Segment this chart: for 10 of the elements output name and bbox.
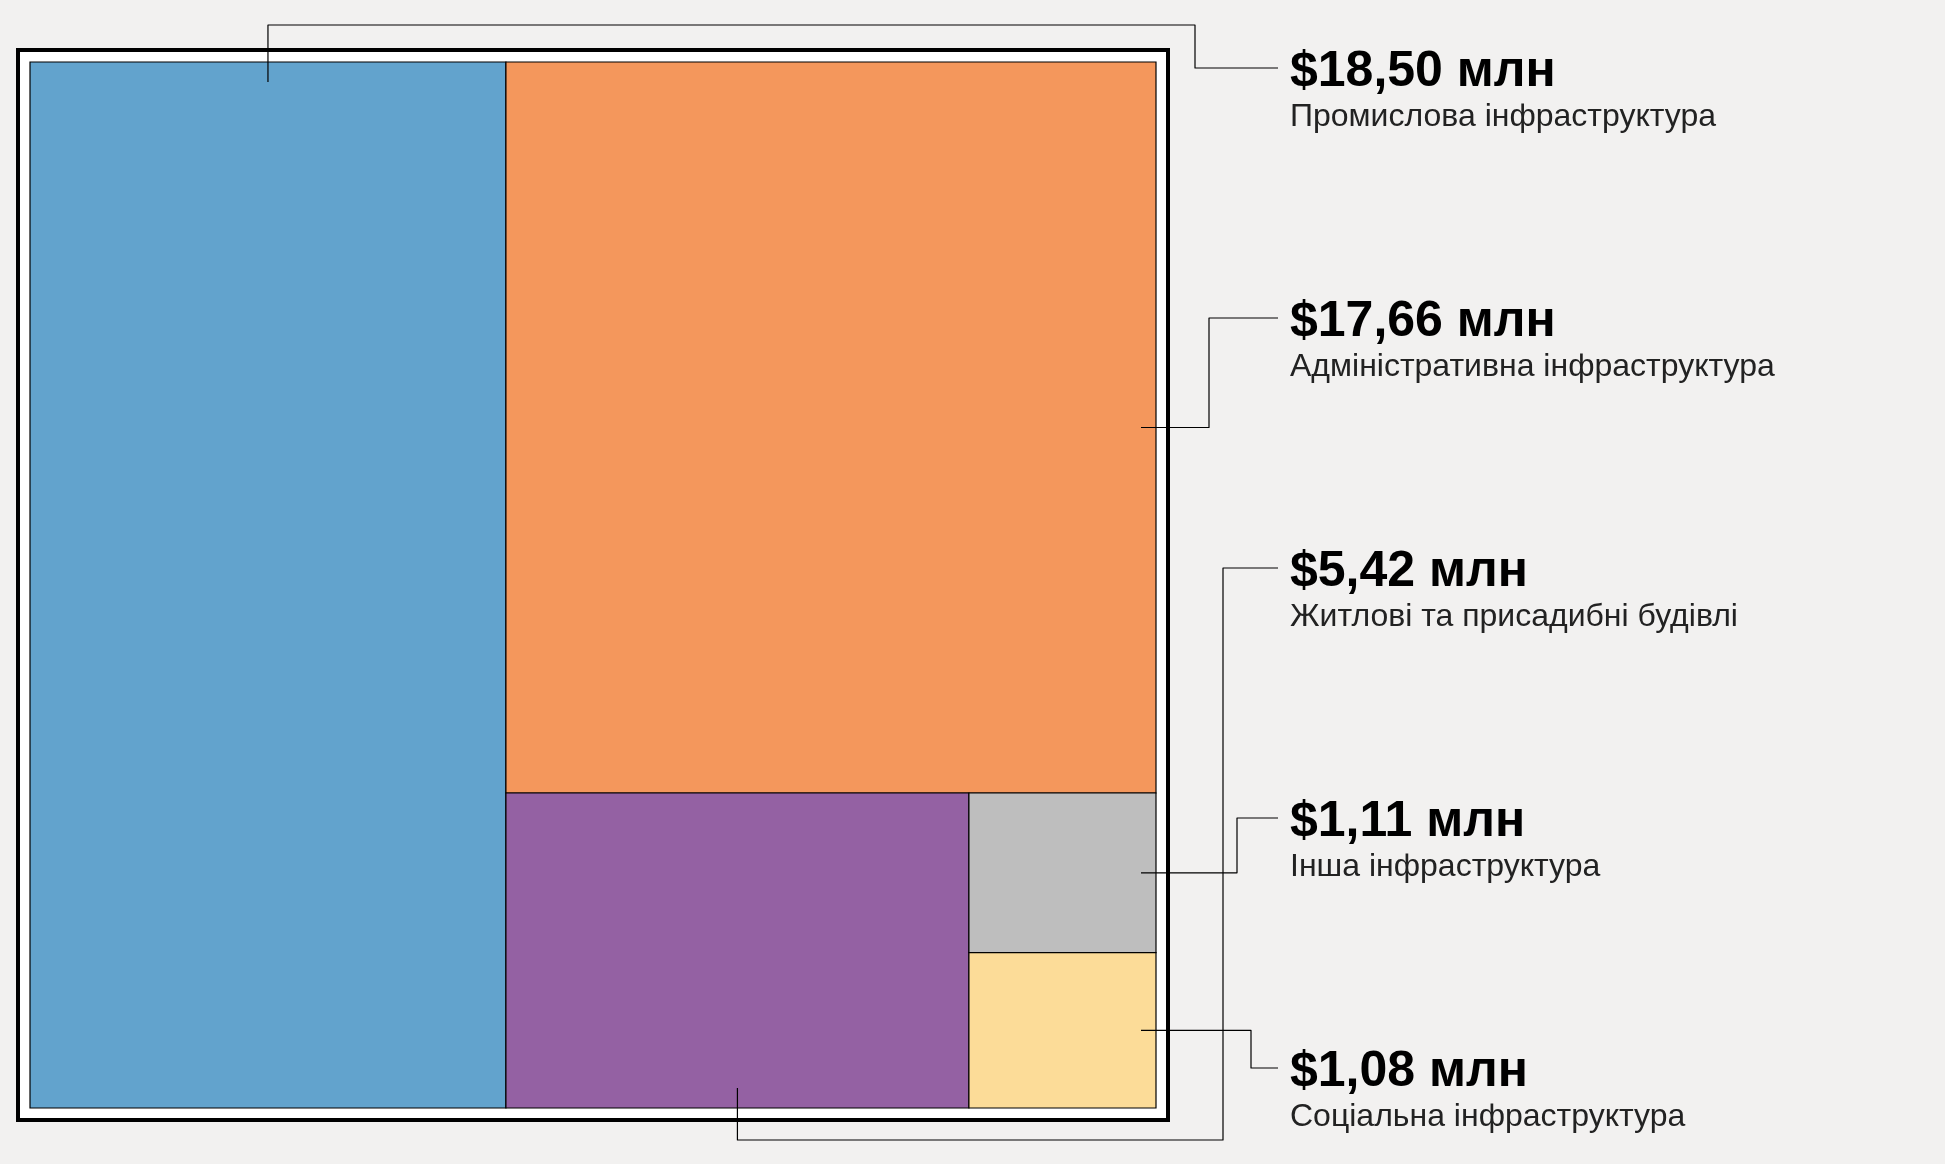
data-label: $1,11 млн xyxy=(1290,791,1526,847)
category-label: Адміністративна інфраструктура xyxy=(1290,347,1775,383)
category-label: Соціальна інфраструктура xyxy=(1290,1097,1686,1133)
data-label: $18,50 млн xyxy=(1290,41,1556,97)
data-label: $5,42 млн xyxy=(1290,541,1528,597)
data-label: $17,66 млн xyxy=(1290,291,1556,347)
data-label: $1,08 млн xyxy=(1290,1041,1528,1097)
category-label: Житлові та присадибні будівлі xyxy=(1290,597,1738,633)
category-label: Промислова інфраструктура xyxy=(1290,97,1717,133)
category-label: Інша інфраструктура xyxy=(1290,847,1601,883)
